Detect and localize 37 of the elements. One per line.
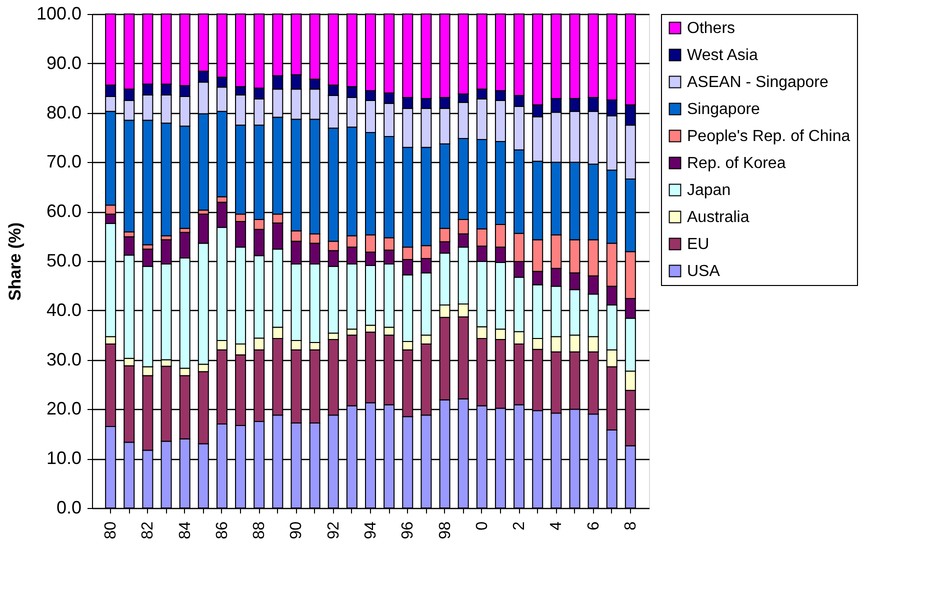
legend-label: Japan (687, 182, 731, 199)
x-tick-label: 82 (140, 521, 157, 540)
y-tick-label: 10.0 (46, 448, 82, 468)
x-tick-label: 0 (474, 521, 491, 530)
legend-label: Rep. of Korea (687, 155, 786, 172)
x-tick-label: 4 (548, 521, 566, 530)
y-tick-label: 70.0 (46, 152, 82, 172)
y-tick-label: 50.0 (46, 250, 82, 270)
x-tick-label: 86 (214, 521, 231, 540)
y-tick-label: 100.0 (36, 4, 82, 24)
y-tick-label: 80.0 (46, 102, 82, 122)
x-tick-label: 84 (176, 521, 194, 540)
y-tick-label: 90.0 (46, 52, 82, 73)
x-tick-label: 88 (251, 521, 268, 540)
y-tick-label: 30.0 (46, 349, 82, 370)
legend-label: EU (687, 236, 710, 253)
x-tick-label: 92 (325, 521, 342, 540)
y-tick-label: 0.0 (56, 498, 82, 518)
legend-label: People's Rep. of China (687, 128, 850, 145)
legend-label: West Asia (687, 47, 758, 64)
x-tick-label: 90 (288, 521, 306, 540)
y-tick-label: 60.0 (46, 201, 82, 222)
x-tick-label: 6 (585, 521, 602, 530)
x-tick-label: 8 (622, 521, 640, 530)
y-axis-title: Share (%) (5, 222, 24, 301)
x-tick-label: 96 (400, 521, 417, 540)
legend-label: USA (687, 263, 720, 280)
legend-label: Others (687, 20, 736, 37)
y-tick-label: 20.0 (46, 398, 82, 419)
x-tick-label: 80 (102, 521, 120, 540)
legend-label: Australia (687, 209, 750, 226)
x-tick-label: 2 (511, 521, 528, 530)
legend-label: Singapore (687, 101, 760, 118)
x-tick-label: 94 (362, 521, 380, 540)
legend-label: ASEAN - Singapore (687, 74, 829, 91)
y-tick-label: 40.0 (46, 300, 82, 320)
x-tick-label: 98 (436, 521, 454, 540)
